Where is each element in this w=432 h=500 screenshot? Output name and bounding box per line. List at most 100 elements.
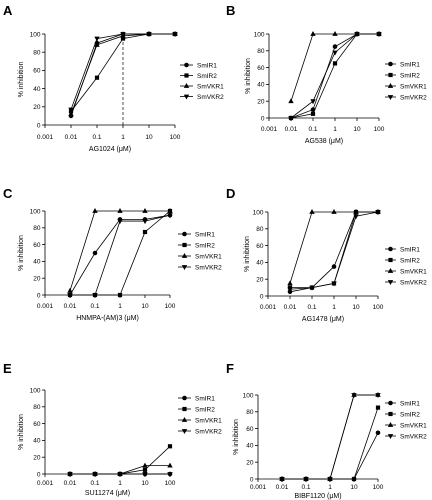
panel-c-series-smvkr1-point: [142, 208, 148, 213]
panel-c-series-smir2-point: [142, 229, 148, 235]
panel-c-series-smvkr1-point: [167, 208, 173, 213]
panel-f-series-smir2-point: [375, 405, 381, 410]
panel-a-series-smvkr2-point: [172, 32, 178, 37]
panel-c: C 0 20 40 60 80 100 0.001 0.01 0.1 1 10 100 HNMPA-(AM…: [3, 186, 222, 322]
panel-b-series-smir2-point: [310, 111, 316, 116]
panel-f-xtick-label: 1: [328, 484, 332, 491]
legend-label: SmIR1: [400, 61, 420, 68]
panel-a: A 0 20 40 60 80 100 0.001 0.01 0.1 1 10 100 AG1024 (μ…: [3, 3, 224, 153]
legend-label: SmVKR2: [195, 428, 222, 435]
panel-d-series-smvkr2-point: [375, 210, 381, 215]
panel-c-legend-item-smir2: SmIR2: [178, 242, 215, 249]
legend-marker: [182, 231, 187, 237]
panel-a-series-smvkr2-point: [68, 107, 74, 113]
panel-b-legend-item-smvkr1: SmVKR1: [385, 83, 427, 90]
panel-f-series-smvkr2-point: [279, 477, 285, 482]
panel-d-xtick-label: 1: [332, 304, 336, 311]
panel-c-series-smvkr1-point: [92, 208, 98, 213]
legend-label: SmIR2: [197, 73, 217, 80]
panel-f-series-smvkr2-point: [303, 477, 309, 482]
panel-d-series-smvkr2-point: [287, 287, 293, 293]
panel-c-legend-item-smvkr2: SmVKR2: [178, 264, 222, 271]
panel-b-series-smir1-point: [332, 44, 338, 49]
panel-b-series-smvkr1-point: [310, 31, 316, 36]
panel-b-xtick-label: 0.1: [308, 126, 317, 133]
panel-a-ytick-label: 0: [37, 122, 41, 129]
panel-c-xtick-label: 0.1: [90, 303, 99, 310]
panel-c-label: C: [3, 186, 13, 201]
panel-b-series-smvkr2-point: [310, 99, 316, 105]
panel-e-series-smvkr1-point: [167, 462, 173, 468]
panel-b-x-axis-title: AG538 (μM): [305, 138, 343, 145]
panel-f-ytick-label: 80: [246, 409, 254, 416]
panel-f-legend-item-smvkr1: SmVKR1: [385, 422, 427, 429]
panel-a-xtick-label: 0.01: [65, 134, 78, 141]
panel-b-xtick-label: 10: [353, 126, 361, 133]
panel-d-xtick-label: 10: [352, 304, 360, 311]
panel-d-label: D: [226, 186, 235, 201]
panel-d-ytick-label: 0: [260, 293, 264, 300]
panel-a-ytick-label: 40: [33, 86, 41, 93]
legend-label: SmIR2: [400, 72, 420, 79]
panel-d-series-smvkr2-point: [331, 281, 337, 287]
panel-a-x-axis-title: AG1024 (μM): [89, 146, 131, 153]
panel-d-ytick-label: 60: [256, 243, 264, 250]
panel-f: F 0 20 40 60 80 100 0.001 0.01 0.1 1 10 100 BIBF1120 …: [226, 361, 427, 500]
legend-label: SmIR1: [195, 395, 215, 402]
panel-c-series-smvkr2-point: [92, 293, 98, 298]
panel-e-legend-item-smvkr1: SmVKR1: [178, 417, 222, 424]
legend-label: SmVKR2: [400, 94, 427, 101]
panel-a-series-smvkr1-point: [94, 41, 100, 47]
panel-f-ytick-label: 20: [246, 460, 254, 467]
panel-f-series-smvkr2-point: [375, 393, 381, 398]
panel-b-y-axis-title: % inhibition: [245, 58, 252, 94]
panel-b-ytick-label: 60: [257, 65, 265, 72]
legend-label: SmIR2: [400, 411, 420, 418]
panel-a-legend-item-smvkr2: SmVKR2: [180, 94, 224, 101]
panel-c-series-smvkr1-point: [67, 287, 73, 293]
legend-label: SmVKR2: [400, 279, 427, 286]
legend-marker: [182, 395, 187, 401]
panel-c-legend: SmIR1 SmIR2 SmVKR1 SmVKR2: [178, 231, 222, 271]
panel-b-series-smvkr2-point: [354, 32, 360, 37]
legend-label: SmVKR1: [400, 422, 427, 429]
panel-e-legend-item-smir1: SmIR1: [178, 395, 215, 402]
panel-e-legend: SmIR1 SmIR2 SmVKR1 SmVKR2: [178, 395, 222, 435]
panel-b-ytick-label: 0: [261, 115, 265, 122]
panel-e-series-smir2-point: [167, 444, 173, 449]
panel-e-xtick-label: 100: [165, 480, 176, 487]
panel-a-y-axis-title: % inhibition: [18, 61, 25, 97]
panel-d-series-smvkr2-point: [353, 214, 359, 220]
legend-marker: [387, 434, 394, 439]
panel-a-ytick-label: 20: [33, 104, 41, 111]
panel-a-legend-item-smvkr1: SmVKR1: [180, 83, 224, 90]
legend-marker: [181, 265, 188, 270]
legend-label: SmVKR1: [197, 83, 224, 90]
panel-c-y-axis-title: % inhibition: [18, 235, 25, 271]
panel-a-series-smir2-point: [120, 36, 126, 41]
panel-f-ytick-label: 100: [243, 392, 254, 399]
legend-marker: [181, 429, 188, 434]
panel-b-ytick-label: 40: [257, 82, 265, 89]
panel-d-x-axis-title: AG1478 (μM): [302, 316, 344, 323]
panel-c-series-smir1-point: [92, 250, 98, 256]
legend-marker: [388, 61, 393, 67]
panel-a-series-smvkr2-point: [94, 36, 100, 42]
panel-d-ytick-label: 100: [253, 209, 264, 216]
panel-d-legend: SmIR1 SmIR2 SmVKR1 SmVKR2: [385, 246, 427, 286]
panel-d-legend-item-smir1: SmIR1: [385, 246, 420, 253]
panel-b-xtick-label: 0.01: [285, 126, 298, 133]
panel-d-xtick-label: 0.01: [284, 304, 297, 311]
panel-e-ytick-label: 20: [33, 455, 41, 462]
panel-b-xtick-label: 0.001: [261, 126, 278, 133]
legend-label: SmIR1: [195, 231, 215, 238]
panel-d-xtick-label: 0.1: [307, 304, 316, 311]
legend-label: SmVKR1: [400, 268, 427, 275]
panel-e-ytick-label: 40: [33, 438, 41, 445]
legend-label: SmIR1: [197, 62, 217, 69]
panel-a-series-smvkr1-point: [68, 111, 74, 116]
panel-d-legend-item-smvkr2: SmVKR2: [385, 279, 427, 286]
panel-b: B 0 20 40 60 80 100 0.001 0.01 0.1 1 10 100 AG538 (μM…: [226, 3, 427, 145]
panel-d-xtick-label: 0.001: [260, 304, 277, 311]
legend-marker: [388, 257, 393, 263]
